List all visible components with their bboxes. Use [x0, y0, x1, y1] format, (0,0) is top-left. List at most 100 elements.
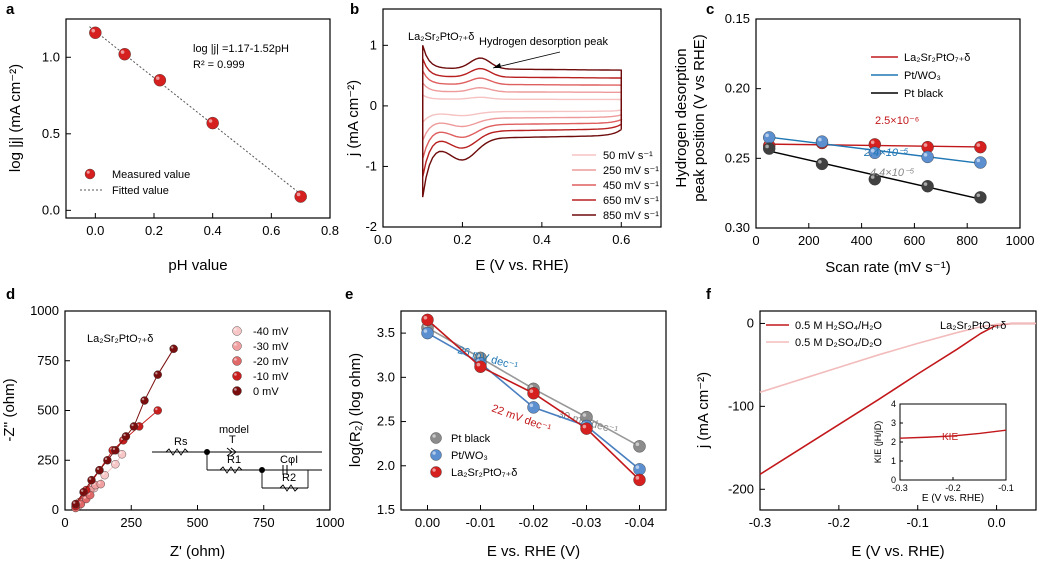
- data-point-highlight: [423, 329, 428, 333]
- panel-label-f: f: [706, 286, 712, 303]
- measured-point: [118, 48, 131, 61]
- panel-a-ytick-label: 0.0: [42, 202, 60, 217]
- desorption-peak-label: Hydrogen desorption peak: [479, 36, 609, 48]
- measured-point: [153, 74, 167, 87]
- legend-marker: [232, 341, 242, 351]
- panel-b-ytick-label: -2: [365, 219, 377, 234]
- data-point: [974, 191, 987, 204]
- nyquist-point: [153, 406, 162, 415]
- nyquist-point-highlight: [141, 397, 145, 401]
- panel-d-xtick-label: 500: [187, 515, 209, 530]
- legend-entry: 0.5 M D₂SO₄/D₂O: [795, 337, 882, 349]
- nyquist-point-highlight: [112, 447, 116, 451]
- panel-f-frame: [759, 310, 1037, 511]
- panel-b-ytick-label: -1: [365, 158, 377, 173]
- data-point: [974, 156, 987, 169]
- data-point: [633, 473, 646, 487]
- data-point: [421, 326, 434, 340]
- panel-a-ylabel: log |j| (mA cm⁻²): [7, 64, 24, 172]
- data-point-highlight: [818, 160, 822, 164]
- legend-entry: -10 mV: [253, 371, 289, 383]
- panel-d-xlabel: Z' (ohm): [170, 543, 225, 560]
- data-point-highlight: [529, 389, 534, 393]
- nyquist-point: [140, 396, 149, 405]
- data-point: [580, 422, 593, 435]
- legend-entry: La₂Sr₂PtO₇₊δ: [904, 52, 970, 64]
- nyquist-point: [96, 479, 105, 489]
- legend-marker-measured-highlight: [86, 170, 90, 174]
- panel-b-ytick-label: 1: [370, 37, 377, 52]
- legend-fitted: Fitted value: [112, 185, 169, 197]
- panel-f-xtick-label: 0.0: [988, 515, 1006, 530]
- slope-label: 22 mV dec⁻¹: [490, 403, 553, 436]
- data-point-highlight: [976, 193, 981, 198]
- circuit-t: [226, 447, 237, 457]
- nyquist-point-highlight: [131, 423, 134, 427]
- panel-e-xtick-label: 0.00: [415, 515, 440, 530]
- legend-marker: [430, 466, 442, 478]
- panel-d-ylabel: -Z'' (ohm): [1, 378, 18, 441]
- nyquist-point: [153, 370, 162, 379]
- panel-a-xtick-label: 0.8: [321, 223, 339, 238]
- kie-xtick-label: -0.2: [945, 483, 961, 493]
- legend-entry: La₂Sr₂PtO₇₊δ: [451, 467, 517, 479]
- panel-label-d: d: [6, 286, 15, 303]
- data-point: [527, 387, 540, 400]
- legend-marker: [430, 432, 442, 444]
- legend-scan-rate: 850 mV s⁻¹: [603, 210, 659, 222]
- circuit-r1-label: R1: [227, 454, 241, 466]
- panel-f-ytick-label: -200: [728, 481, 754, 496]
- data-point: [974, 140, 987, 154]
- kie-ytick-label: 4: [891, 399, 896, 409]
- kie-ytick-label: 2: [891, 437, 896, 447]
- legend-entry: -20 mV: [253, 356, 289, 368]
- data-point-highlight: [923, 143, 928, 147]
- panel-b-ylabel: j (mA cm⁻²): [345, 80, 362, 157]
- legend-entry: 0 mV: [253, 386, 279, 398]
- circuit-rs-label: Rs: [174, 436, 188, 448]
- kie-ylabel: KIE (jH/jD): [873, 421, 883, 464]
- legend-marker-highlight: [234, 343, 237, 346]
- panel-d-ytick-label: 250: [37, 452, 59, 467]
- panel-e-ytick-label: 3.5: [377, 325, 395, 340]
- nyquist-point-highlight: [119, 451, 122, 455]
- fit-equation: log |j| =1.17-1.52pH: [193, 43, 289, 55]
- data-point: [633, 440, 646, 453]
- panel-e-ytick-label: 1.5: [377, 502, 395, 517]
- legend-scan-rate: 250 mV s⁻¹: [603, 165, 659, 177]
- panel-a-xtick-label: 0.6: [262, 223, 280, 238]
- nyquist-point-highlight: [73, 501, 76, 504]
- data-point: [815, 157, 829, 171]
- data-point-highlight: [818, 137, 822, 142]
- panel-f-title: La₂Sr₂PtO₇₊δ: [940, 320, 1006, 332]
- data-point-highlight: [635, 442, 640, 447]
- circuit-r2-label: R2: [282, 472, 296, 484]
- slope-label: 2.5×10⁻⁶: [875, 115, 919, 127]
- data-point: [763, 131, 776, 144]
- panel-e-xtick-label: -0.03: [572, 515, 602, 530]
- measured-point-highlight: [296, 192, 301, 197]
- data-point-highlight: [976, 158, 981, 163]
- cv-curve: [422, 45, 623, 198]
- panel-a-xlabel: pH value: [168, 257, 227, 274]
- data-point-highlight: [870, 175, 875, 179]
- data-point-highlight: [476, 353, 481, 358]
- data-point-highlight: [582, 424, 587, 429]
- legend-entry: Pt black: [904, 88, 944, 100]
- panel-c-frame: [755, 18, 1021, 229]
- panel-f-ytick-label: -100: [728, 398, 754, 413]
- panel-b-xtick-label: 0.4: [533, 232, 551, 247]
- data-point-highlight: [976, 143, 981, 147]
- nyquist-point-highlight: [171, 346, 174, 349]
- panel-c-ylabel-1: Hydrogen desorption: [673, 48, 690, 187]
- panel-e-ylabel: log(R₂) (log ohm): [347, 353, 364, 467]
- nyquist-point-highlight: [155, 372, 158, 375]
- nyquist-point: [103, 456, 112, 465]
- kie-ytick-label: 3: [891, 418, 896, 428]
- legend-marker-highlight: [432, 451, 436, 455]
- legend-entry: 0.5 M H₂SO₄/H₂O: [795, 320, 882, 332]
- circuit-t-label: T: [229, 434, 236, 446]
- panel-d-title: La₂Sr₂PtO₇₊δ: [87, 333, 153, 345]
- nyquist-point: [71, 499, 80, 509]
- nyquist-point-highlight: [96, 467, 100, 470]
